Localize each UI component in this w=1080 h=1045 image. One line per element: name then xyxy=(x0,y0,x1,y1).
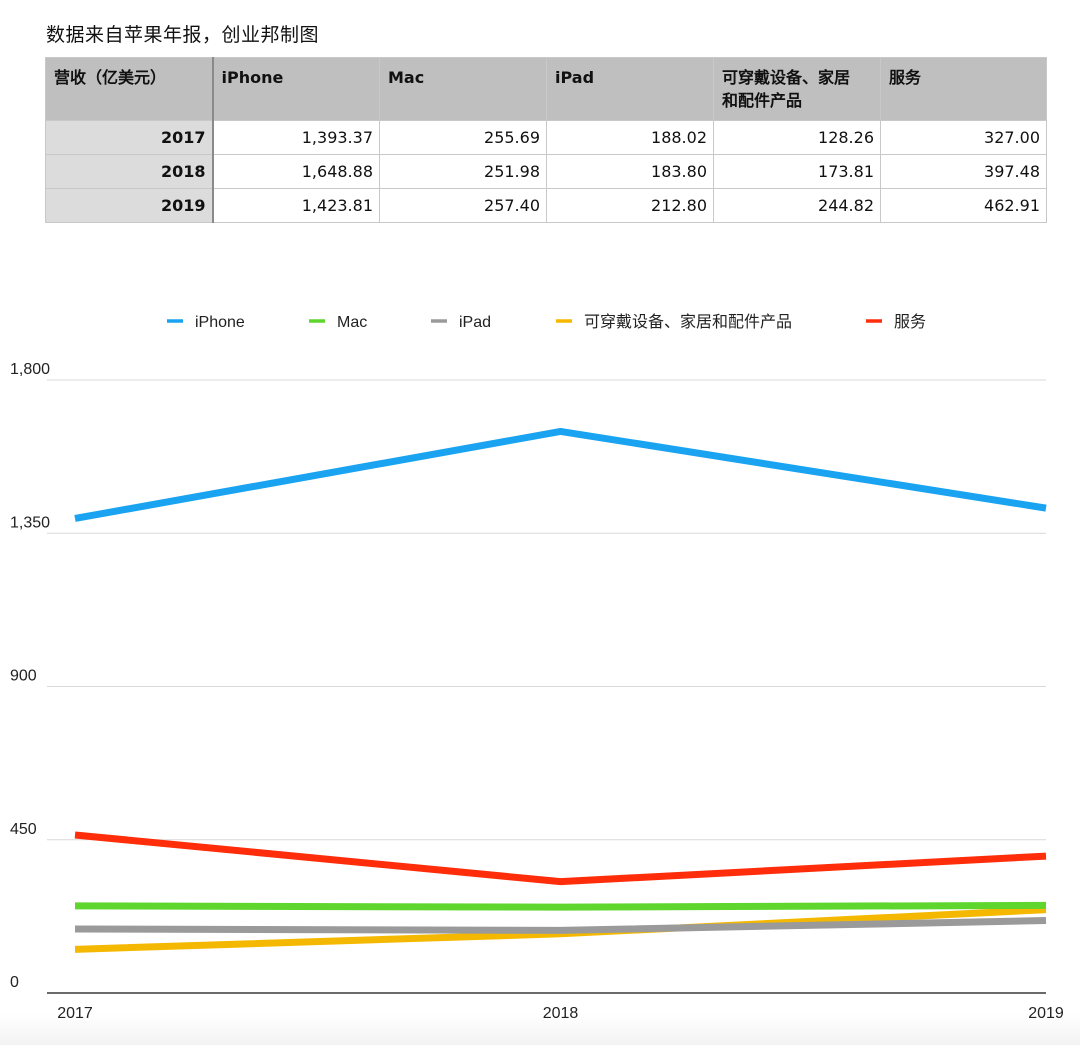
legend-item: 服务 xyxy=(866,313,926,331)
table-header-row: 营收（亿美元） iPhone Mac iPad 可穿戴设备、家居 和配件产品 服… xyxy=(45,57,1047,121)
legend-item: Mac xyxy=(309,314,367,331)
legend-item: iPhone xyxy=(167,314,245,331)
table-cell: 257.40 xyxy=(379,188,547,223)
row-year-cell: 2019 xyxy=(45,188,214,223)
series-line-2 xyxy=(74,917,1047,934)
legend-item: iPad xyxy=(431,314,491,331)
row-year-cell: 2017 xyxy=(45,120,214,155)
table-cell: 128.26 xyxy=(713,120,881,155)
legend-label: Mac xyxy=(337,314,367,331)
table-cell: 188.02 xyxy=(546,120,714,155)
footer-shade xyxy=(0,1013,1080,1045)
table-row: 2019 1,423.81 257.40 212.80 244.82 462.9… xyxy=(45,188,1047,223)
chart-gridlines xyxy=(47,379,1046,994)
line-chart: iPhone Mac iPad 可穿戴设备、家居和配件产品 服务 0 450 900 1,35… xyxy=(10,313,1064,1022)
table-row: 2017 1,393.37 255.69 188.02 128.26 327.0… xyxy=(45,120,1047,155)
chart-legend: iPhone Mac iPad 可穿戴设备、家居和配件产品 服务 xyxy=(167,313,926,331)
y-tick-label: 0 xyxy=(10,974,19,991)
row-year-cell: 2018 xyxy=(45,154,214,189)
table-cell: 251.98 xyxy=(379,154,547,189)
table-cell: 1,423.81 xyxy=(212,188,380,223)
y-tick-label: 450 xyxy=(10,821,37,838)
table-row: 2018 1,648.88 251.98 183.80 173.81 397.4… xyxy=(45,154,1047,189)
header-cell-services: 服务 xyxy=(880,57,1047,121)
header-cell-wearables: 可穿戴设备、家居 和配件产品 xyxy=(713,57,881,121)
table-cell: 212.80 xyxy=(546,188,714,223)
header-cell-ipad: iPad xyxy=(546,57,714,121)
x-tick-label: 2018 xyxy=(543,1005,579,1022)
legend-label: 可穿戴设备、家居和配件产品 xyxy=(584,313,792,331)
table-cell: 173.81 xyxy=(713,154,881,189)
table-cell: 327.00 xyxy=(880,120,1047,155)
y-tick-label: 1,350 xyxy=(10,514,50,531)
table-cell: 462.91 xyxy=(880,188,1047,223)
table-cell: 1,393.37 xyxy=(212,120,380,155)
x-tick-label: 2017 xyxy=(57,1005,93,1022)
header-cell-revenue-unit: 营收（亿美元） xyxy=(45,57,214,121)
x-axis: 2017 2018 2019 xyxy=(57,1005,1064,1022)
series-line-0 xyxy=(74,427,1047,522)
table-cell: 1,648.88 xyxy=(212,154,380,189)
legend-label: 服务 xyxy=(894,313,926,331)
chart-caption: 数据来自苹果年报，创业邦制图 xyxy=(46,24,320,46)
legend-label: iPad xyxy=(459,314,491,331)
y-axis: 0 450 900 1,350 1,800 xyxy=(10,361,50,991)
chart-series xyxy=(74,427,1047,953)
x-tick-label: 2019 xyxy=(1028,1005,1064,1022)
table-cell: 183.80 xyxy=(546,154,714,189)
series-line-1 xyxy=(74,901,1047,911)
header-cell-iphone: iPhone xyxy=(212,57,380,121)
header-cell-mac: Mac xyxy=(379,57,547,121)
series-line-4 xyxy=(74,831,1047,886)
y-tick-label: 1,800 xyxy=(10,361,50,378)
y-tick-label: 900 xyxy=(10,668,37,685)
table-cell: 244.82 xyxy=(713,188,881,223)
revenue-table: 营收（亿美元） iPhone Mac iPad 可穿戴设备、家居 和配件产品 服… xyxy=(45,57,1047,223)
legend-label: iPhone xyxy=(195,314,245,331)
table-cell: 255.69 xyxy=(379,120,547,155)
legend-item: 可穿戴设备、家居和配件产品 xyxy=(556,313,792,331)
table-cell: 397.48 xyxy=(880,154,1047,189)
